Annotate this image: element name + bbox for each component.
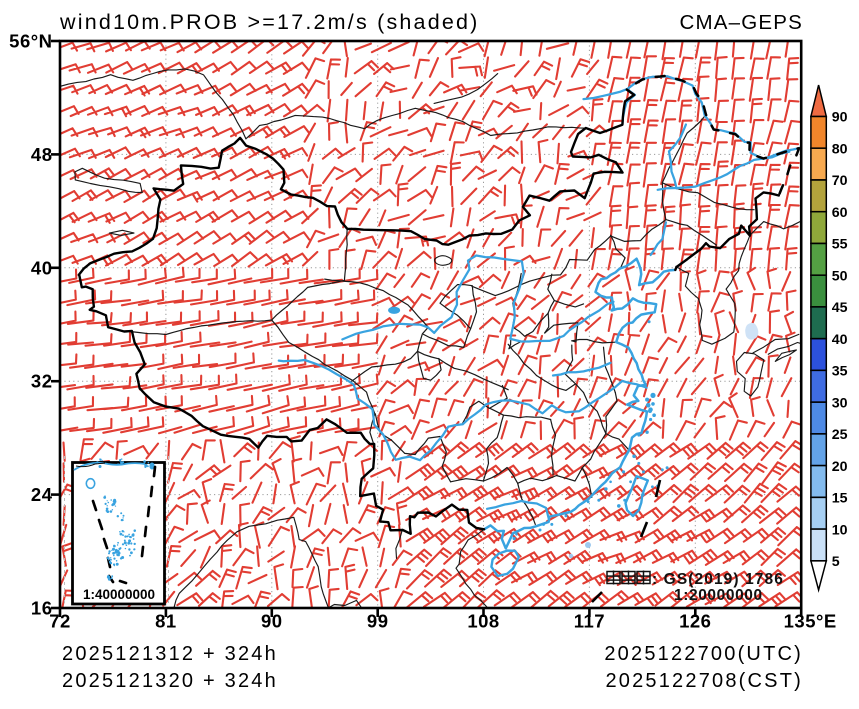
svg-text:2025121312 + 324h: 2025121312 + 324h xyxy=(62,643,278,665)
svg-text:15: 15 xyxy=(832,491,848,507)
svg-text:56°N: 56°N xyxy=(9,31,52,52)
svg-text:108: 108 xyxy=(467,611,499,632)
svg-text:5: 5 xyxy=(832,554,840,570)
svg-text:70: 70 xyxy=(832,173,848,189)
svg-text:16: 16 xyxy=(31,598,53,619)
svg-text:10: 10 xyxy=(832,522,848,538)
svg-text:25: 25 xyxy=(832,427,848,443)
svg-text:126: 126 xyxy=(679,611,711,632)
svg-text:72: 72 xyxy=(49,611,71,632)
svg-text:55: 55 xyxy=(832,237,848,253)
svg-text:60: 60 xyxy=(832,205,848,221)
svg-text:81: 81 xyxy=(155,611,177,632)
svg-text:35: 35 xyxy=(832,364,848,380)
svg-text:90: 90 xyxy=(261,611,283,632)
svg-text:2025121320 + 324h: 2025121320 + 324h xyxy=(62,670,278,692)
svg-text:wind10m.PROB >=17.2m/s (shaded: wind10m.PROB >=17.2m/s (shaded) xyxy=(59,10,480,34)
svg-text:135°E: 135°E xyxy=(784,611,837,632)
svg-text:45: 45 xyxy=(832,300,848,316)
svg-text:117: 117 xyxy=(574,611,605,632)
svg-text:1:20000000: 1:20000000 xyxy=(674,587,763,604)
svg-text:1:40000000: 1:40000000 xyxy=(83,587,155,602)
svg-text:40: 40 xyxy=(31,257,53,278)
svg-text:2025122708(CST): 2025122708(CST) xyxy=(605,670,803,692)
svg-text:48: 48 xyxy=(31,144,53,165)
svg-text:32: 32 xyxy=(31,371,53,392)
svg-text:99: 99 xyxy=(367,611,389,632)
svg-text:80: 80 xyxy=(832,141,848,157)
svg-text:50: 50 xyxy=(832,268,848,284)
svg-text:24: 24 xyxy=(31,484,53,505)
svg-text:30: 30 xyxy=(832,395,848,411)
svg-text:20: 20 xyxy=(832,459,848,475)
svg-text:40: 40 xyxy=(832,332,848,348)
svg-text:90: 90 xyxy=(832,110,848,126)
svg-text:: GS(2019) 1786: : GS(2019) 1786 xyxy=(652,571,784,588)
svg-text:2025122700(UTC): 2025122700(UTC) xyxy=(604,643,803,665)
svg-text:CMA–GEPS: CMA–GEPS xyxy=(679,11,803,34)
